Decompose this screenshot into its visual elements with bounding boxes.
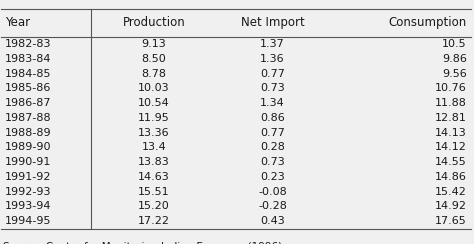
Text: 1983-84: 1983-84 — [5, 54, 51, 64]
Text: 9.86: 9.86 — [442, 54, 467, 64]
Text: 1985-86: 1985-86 — [5, 83, 51, 93]
Text: 13.36: 13.36 — [138, 128, 170, 138]
Text: 14.55: 14.55 — [435, 157, 467, 167]
Text: 0.77: 0.77 — [260, 69, 285, 79]
Text: 1992-93: 1992-93 — [5, 187, 51, 197]
Text: -0.08: -0.08 — [258, 187, 287, 197]
Text: 1990-91: 1990-91 — [5, 157, 51, 167]
Text: 14.12: 14.12 — [435, 142, 467, 152]
Text: 0.23: 0.23 — [260, 172, 285, 182]
Text: Year: Year — [5, 16, 30, 29]
Text: 9.56: 9.56 — [442, 69, 467, 79]
Text: 1986-87: 1986-87 — [5, 98, 51, 108]
Text: Net Import: Net Import — [241, 16, 304, 29]
Text: 0.86: 0.86 — [260, 113, 285, 123]
Text: Source: Centre for Monitoring Indian Economy (1996).: Source: Centre for Monitoring Indian Eco… — [3, 242, 286, 244]
Text: Consumption: Consumption — [389, 16, 467, 29]
Text: 14.86: 14.86 — [435, 172, 467, 182]
Text: 1984-85: 1984-85 — [5, 69, 51, 79]
Text: 1993-94: 1993-94 — [5, 201, 51, 211]
Text: 15.51: 15.51 — [138, 187, 170, 197]
Text: 10.5: 10.5 — [442, 39, 467, 49]
Text: 1994-95: 1994-95 — [5, 216, 51, 226]
Text: 11.88: 11.88 — [435, 98, 467, 108]
Text: 15.20: 15.20 — [138, 201, 170, 211]
Text: -0.28: -0.28 — [258, 201, 287, 211]
Text: 17.22: 17.22 — [138, 216, 170, 226]
Text: 1988-89: 1988-89 — [5, 128, 51, 138]
Text: 8.50: 8.50 — [142, 54, 166, 64]
Text: 1.37: 1.37 — [260, 39, 285, 49]
Text: 13.83: 13.83 — [138, 157, 170, 167]
Text: 14.92: 14.92 — [435, 201, 467, 211]
Text: 0.43: 0.43 — [260, 216, 285, 226]
Text: 0.73: 0.73 — [260, 83, 285, 93]
Text: 15.42: 15.42 — [435, 187, 467, 197]
Text: 12.81: 12.81 — [435, 113, 467, 123]
Text: 1982-83: 1982-83 — [5, 39, 51, 49]
Text: 14.63: 14.63 — [138, 172, 170, 182]
Text: 1987-88: 1987-88 — [5, 113, 51, 123]
Text: 17.65: 17.65 — [435, 216, 467, 226]
Text: 10.03: 10.03 — [138, 83, 170, 93]
Text: Production: Production — [123, 16, 185, 29]
Text: 0.73: 0.73 — [260, 157, 285, 167]
Text: 9.13: 9.13 — [142, 39, 166, 49]
Text: 1991-92: 1991-92 — [5, 172, 51, 182]
Text: 0.28: 0.28 — [260, 142, 285, 152]
Text: 1.34: 1.34 — [260, 98, 285, 108]
Text: 14.13: 14.13 — [435, 128, 467, 138]
Text: 8.78: 8.78 — [142, 69, 166, 79]
Text: 1.36: 1.36 — [260, 54, 285, 64]
Text: 10.54: 10.54 — [138, 98, 170, 108]
Text: 1989-90: 1989-90 — [5, 142, 51, 152]
Text: 13.4: 13.4 — [142, 142, 166, 152]
Text: 11.95: 11.95 — [138, 113, 170, 123]
Text: 0.77: 0.77 — [260, 128, 285, 138]
Text: 10.76: 10.76 — [435, 83, 467, 93]
